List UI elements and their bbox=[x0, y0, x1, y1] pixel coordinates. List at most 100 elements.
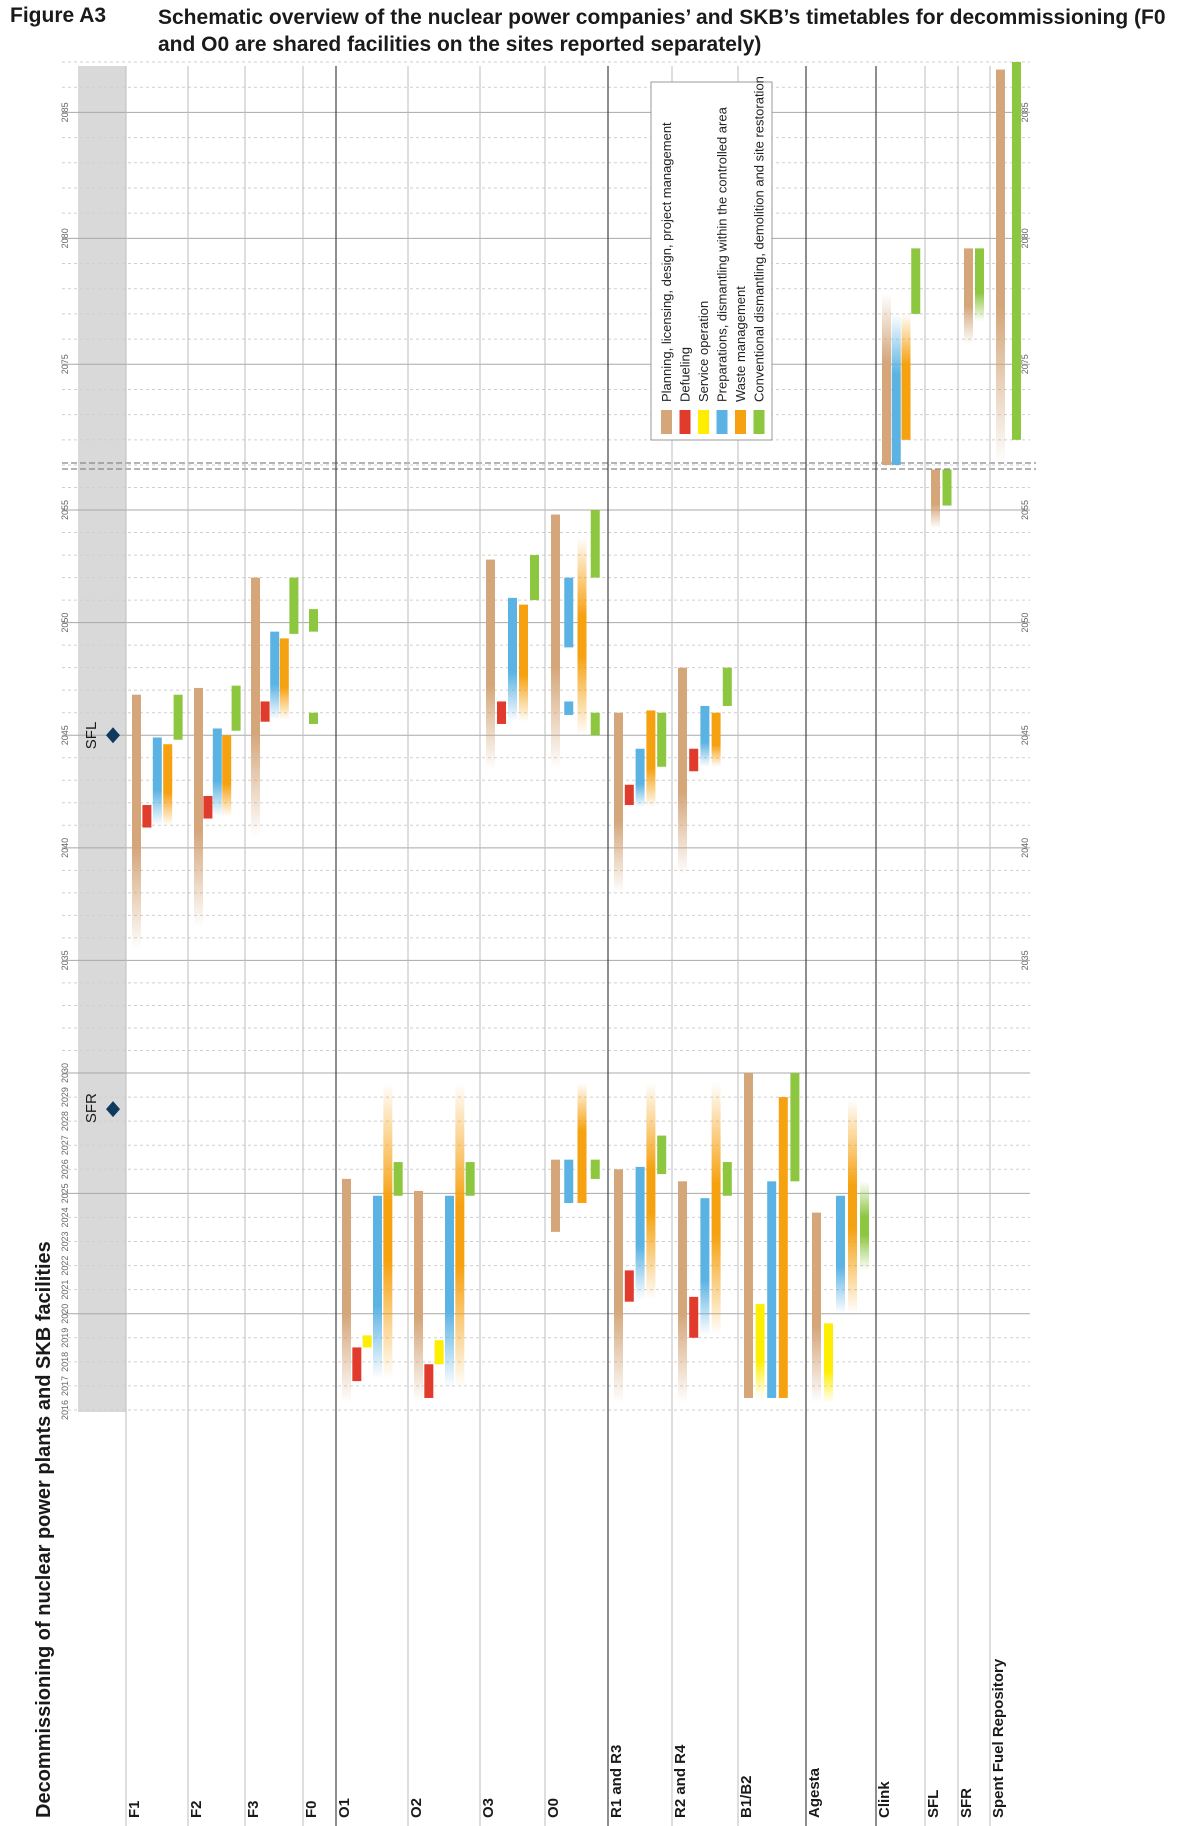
bar-preparations bbox=[564, 577, 574, 648]
bar-conventional bbox=[309, 712, 318, 724]
bar-conventional bbox=[722, 1162, 732, 1196]
tick-label-detailed: 2028 bbox=[60, 1111, 70, 1131]
bar-planning bbox=[744, 1073, 753, 1398]
tick-label-detailed: 2020 bbox=[60, 1304, 70, 1324]
bar-preparations bbox=[445, 1195, 454, 1389]
tick-label-detailed: 2024 bbox=[60, 1207, 70, 1227]
bar-defueling bbox=[424, 1364, 434, 1398]
tick-label-major: 2075 bbox=[1020, 354, 1030, 374]
bar-preparations bbox=[700, 1198, 710, 1336]
bar-conventional bbox=[173, 694, 183, 740]
legend: Planning, licensing, design, project man… bbox=[650, 76, 773, 441]
bar-preparations bbox=[564, 701, 574, 715]
bar-preparations bbox=[836, 1195, 845, 1314]
facility-label: B1/B2 bbox=[738, 1775, 755, 1818]
tick-label-major: 2035 bbox=[60, 950, 70, 970]
figure-title: Schematic overview of the nuclear power … bbox=[158, 6, 1166, 56]
tick-label-detailed: 2017 bbox=[60, 1376, 70, 1396]
bar-preparations bbox=[508, 597, 517, 722]
bar-preparations bbox=[212, 728, 222, 817]
bar-conventional bbox=[590, 712, 600, 736]
tick-label-detailed: 2019 bbox=[60, 1328, 70, 1348]
bar-waste bbox=[577, 1082, 587, 1203]
bar-planning bbox=[614, 1169, 623, 1403]
bar-waste bbox=[901, 313, 911, 440]
bar-conventional bbox=[465, 1162, 475, 1196]
facility-label: F2 bbox=[188, 1800, 205, 1818]
bar-preparations bbox=[564, 1159, 574, 1203]
bar-conventional bbox=[911, 248, 921, 314]
milestone-diamond bbox=[106, 727, 120, 744]
legend-label-preparations: Preparations, dismantling within the con… bbox=[715, 106, 730, 402]
bar-waste bbox=[383, 1082, 393, 1379]
bar-waste bbox=[222, 735, 232, 817]
tick-label-major: 2055 bbox=[60, 500, 70, 520]
legend-label-waste: Waste management bbox=[733, 286, 748, 402]
bar-waste bbox=[455, 1082, 465, 1389]
bar-planning bbox=[132, 694, 141, 950]
bar-waste bbox=[577, 537, 587, 736]
figure-header: Figure A3 Schematic overview of the nucl… bbox=[0, 0, 1204, 74]
tick-label-major: 2050 bbox=[60, 613, 70, 633]
tick-label-major: 2040 bbox=[60, 838, 70, 858]
tick-label-detailed: 2027 bbox=[60, 1135, 70, 1155]
tick-label-major: 2080 bbox=[60, 228, 70, 248]
bar-preparations bbox=[700, 705, 710, 767]
bar-conventional bbox=[1012, 62, 1021, 440]
tick-label-major: 2080 bbox=[1020, 228, 1030, 248]
shaded-band bbox=[78, 66, 126, 1412]
bar-planning bbox=[931, 469, 940, 529]
bar-conventional bbox=[657, 712, 667, 767]
bar-defueling bbox=[142, 805, 152, 828]
tick-label-detailed: 2022 bbox=[60, 1256, 70, 1276]
facility-label: O2 bbox=[408, 1798, 425, 1818]
bar-planning bbox=[342, 1178, 351, 1403]
bar-waste bbox=[711, 712, 721, 767]
milestone-label: SFR bbox=[83, 1093, 100, 1123]
bar-preparations bbox=[767, 1181, 777, 1398]
legend-box bbox=[650, 81, 773, 441]
bar-defueling bbox=[352, 1347, 362, 1382]
tick-label-detailed: 2026 bbox=[60, 1159, 70, 1179]
tick-label-major: 2035 bbox=[1020, 950, 1030, 970]
bar-waste bbox=[646, 1082, 656, 1300]
bar-defueling bbox=[624, 784, 634, 806]
bar-defueling bbox=[497, 701, 506, 724]
bar-planning bbox=[194, 687, 203, 927]
facility-label: R2 and R4 bbox=[672, 1744, 689, 1818]
tick-label-major: 2085 bbox=[60, 102, 70, 122]
tick-label-detailed: 2023 bbox=[60, 1231, 70, 1251]
tick-label-major: 2050 bbox=[1020, 613, 1030, 633]
legend-label-conventional: Conventional dismantling, demolition and… bbox=[752, 76, 767, 402]
bar-conventional bbox=[790, 1073, 800, 1182]
bar-preparations bbox=[152, 737, 162, 826]
milestone-diamond bbox=[106, 1101, 120, 1118]
bar-preparations bbox=[635, 1166, 645, 1300]
facility-label: O3 bbox=[480, 1798, 497, 1818]
facility-label: F0 bbox=[303, 1800, 320, 1818]
tick-label-major: 2075 bbox=[60, 354, 70, 374]
bar-defueling bbox=[203, 796, 213, 819]
bar-planning bbox=[614, 712, 623, 893]
legend-swatch-preparations bbox=[716, 410, 728, 434]
legend-label-planning: Planning, licensing, design, project man… bbox=[659, 122, 674, 402]
legend-swatch-conventional bbox=[753, 410, 765, 434]
bar-conventional bbox=[590, 510, 600, 578]
bar-preparations bbox=[891, 313, 901, 465]
bar-planning bbox=[251, 577, 260, 837]
facility-label: O0 bbox=[545, 1798, 562, 1818]
bar-waste bbox=[279, 638, 289, 720]
legend-swatch-planning bbox=[661, 410, 672, 434]
bar-waste bbox=[778, 1097, 788, 1398]
bar-service bbox=[434, 1340, 444, 1365]
bar-planning bbox=[996, 69, 1005, 466]
bar-waste bbox=[711, 1082, 721, 1336]
bar-planning bbox=[551, 514, 560, 769]
bar-planning bbox=[678, 1181, 687, 1403]
facility-label: Spent Fuel Repository bbox=[990, 1658, 1007, 1818]
bar-conventional bbox=[231, 685, 241, 731]
bar-waste bbox=[163, 744, 173, 826]
tick-label-detailed: 2016 bbox=[60, 1400, 70, 1420]
bar-conventional bbox=[942, 469, 952, 506]
bar-conventional bbox=[393, 1162, 403, 1196]
